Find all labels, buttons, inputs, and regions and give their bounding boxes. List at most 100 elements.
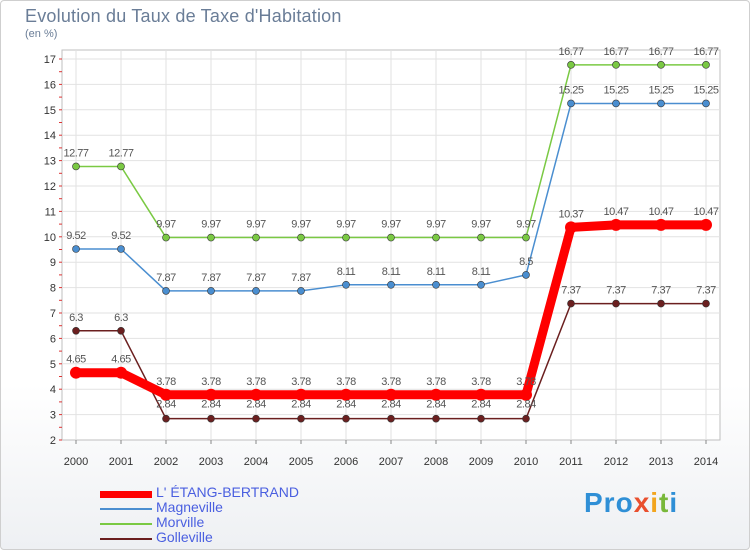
data-point [295, 388, 307, 401]
x-tick-label: 2000 [64, 456, 88, 468]
y-tick-label: 15 [44, 105, 56, 117]
data-label: 15.25 [603, 84, 628, 96]
data-label: 7.87 [201, 272, 221, 284]
data-label: 3.78 [156, 376, 176, 388]
data-label: 3.78 [246, 376, 266, 388]
data-point [207, 414, 215, 423]
x-tick-label: 2007 [379, 456, 403, 468]
data-label: 3.78 [426, 376, 446, 388]
x-tick-label: 2013 [649, 456, 673, 468]
data-point [117, 245, 125, 253]
data-point [520, 388, 532, 401]
data-label: 3.78 [336, 376, 356, 388]
legend-swatch [100, 508, 152, 510]
data-label: 6.3 [69, 312, 83, 324]
y-tick-label: 4 [50, 384, 56, 396]
data-label: 6.3 [114, 312, 128, 324]
data-label: 12.77 [63, 147, 88, 159]
chart-subtitle: (en %) [25, 28, 58, 40]
data-point [160, 388, 172, 401]
data-point [297, 414, 305, 423]
data-label: 15.25 [558, 84, 583, 96]
data-label: 9.97 [201, 219, 221, 231]
data-point [565, 221, 577, 234]
data-point [70, 366, 82, 379]
data-point [340, 388, 352, 401]
data-label: 16.77 [693, 46, 718, 58]
data-label: 10.47 [693, 206, 718, 218]
data-label: 8.11 [427, 266, 446, 278]
data-label: 9.97 [291, 219, 311, 231]
data-point [342, 233, 350, 242]
data-label: 4.65 [66, 354, 86, 366]
data-point [432, 414, 440, 423]
data-point [700, 218, 712, 231]
data-point [297, 287, 305, 295]
data-point [522, 414, 530, 423]
data-label: 2.84 [156, 399, 176, 411]
data-label: 12.77 [108, 147, 133, 159]
data-label: 2.84 [471, 399, 491, 411]
data-label: 10.47 [648, 206, 673, 218]
data-label: 8.11 [472, 266, 491, 278]
data-label: 3.78 [471, 376, 491, 388]
data-label: 9.52 [111, 230, 131, 242]
data-point [477, 414, 485, 423]
data-point [387, 281, 395, 289]
data-point [387, 233, 395, 242]
data-label: 2.84 [336, 399, 356, 411]
data-label: 2.84 [201, 399, 221, 411]
legend-swatch [100, 538, 152, 540]
data-point [702, 99, 710, 108]
data-point [522, 233, 530, 242]
data-point [702, 299, 710, 308]
data-label: 9.97 [336, 219, 356, 231]
x-tick-label: 2011 [559, 456, 583, 468]
data-point [387, 414, 395, 423]
data-label: 8.5 [519, 256, 533, 268]
data-point [655, 218, 667, 231]
data-point [252, 287, 260, 295]
data-point [522, 271, 530, 279]
legend-label: Magneville [156, 499, 223, 515]
data-label: 7.37 [696, 285, 716, 297]
data-point [385, 388, 397, 401]
data-label: 2.84 [291, 399, 311, 411]
data-label: 16.77 [558, 46, 583, 58]
y-tick-label: 17 [44, 54, 56, 66]
data-point [477, 233, 485, 242]
y-tick-label: 9 [50, 257, 56, 269]
data-point [657, 99, 665, 108]
y-tick-label: 3 [50, 410, 56, 422]
legend-item-etang-bertrand: L' ÉTANG-BERTRAND [100, 484, 360, 501]
legend-label: L' ÉTANG-BERTRAND [156, 484, 299, 500]
data-label: 15.25 [693, 84, 718, 96]
y-tick-label: 12 [44, 181, 56, 193]
data-point [252, 233, 260, 242]
legend-label: Golleville [156, 529, 213, 545]
data-label: 3.78 [381, 376, 401, 388]
data-label: 3.78 [516, 376, 536, 388]
data-label: 2.84 [381, 399, 401, 411]
data-point [475, 388, 487, 401]
data-label: 10.37 [558, 208, 583, 220]
data-label: 9.97 [156, 219, 176, 231]
data-point [297, 233, 305, 242]
data-point [162, 233, 170, 242]
legend-item-magneville: Magneville [100, 499, 360, 516]
y-tick-label: 6 [50, 333, 56, 345]
data-label: 3.78 [201, 376, 221, 388]
data-point [432, 281, 440, 289]
data-label: 16.77 [648, 46, 673, 58]
x-tick-label: 2012 [604, 456, 628, 468]
data-point [567, 61, 575, 69]
data-point [117, 162, 125, 171]
proxiti-logo: Proxiti [584, 487, 679, 518]
data-point [432, 233, 440, 242]
data-label: 4.65 [111, 354, 131, 366]
data-point [477, 281, 485, 289]
data-label: 9.52 [66, 230, 86, 242]
y-tick-label: 14 [44, 130, 56, 142]
data-point [430, 388, 442, 401]
